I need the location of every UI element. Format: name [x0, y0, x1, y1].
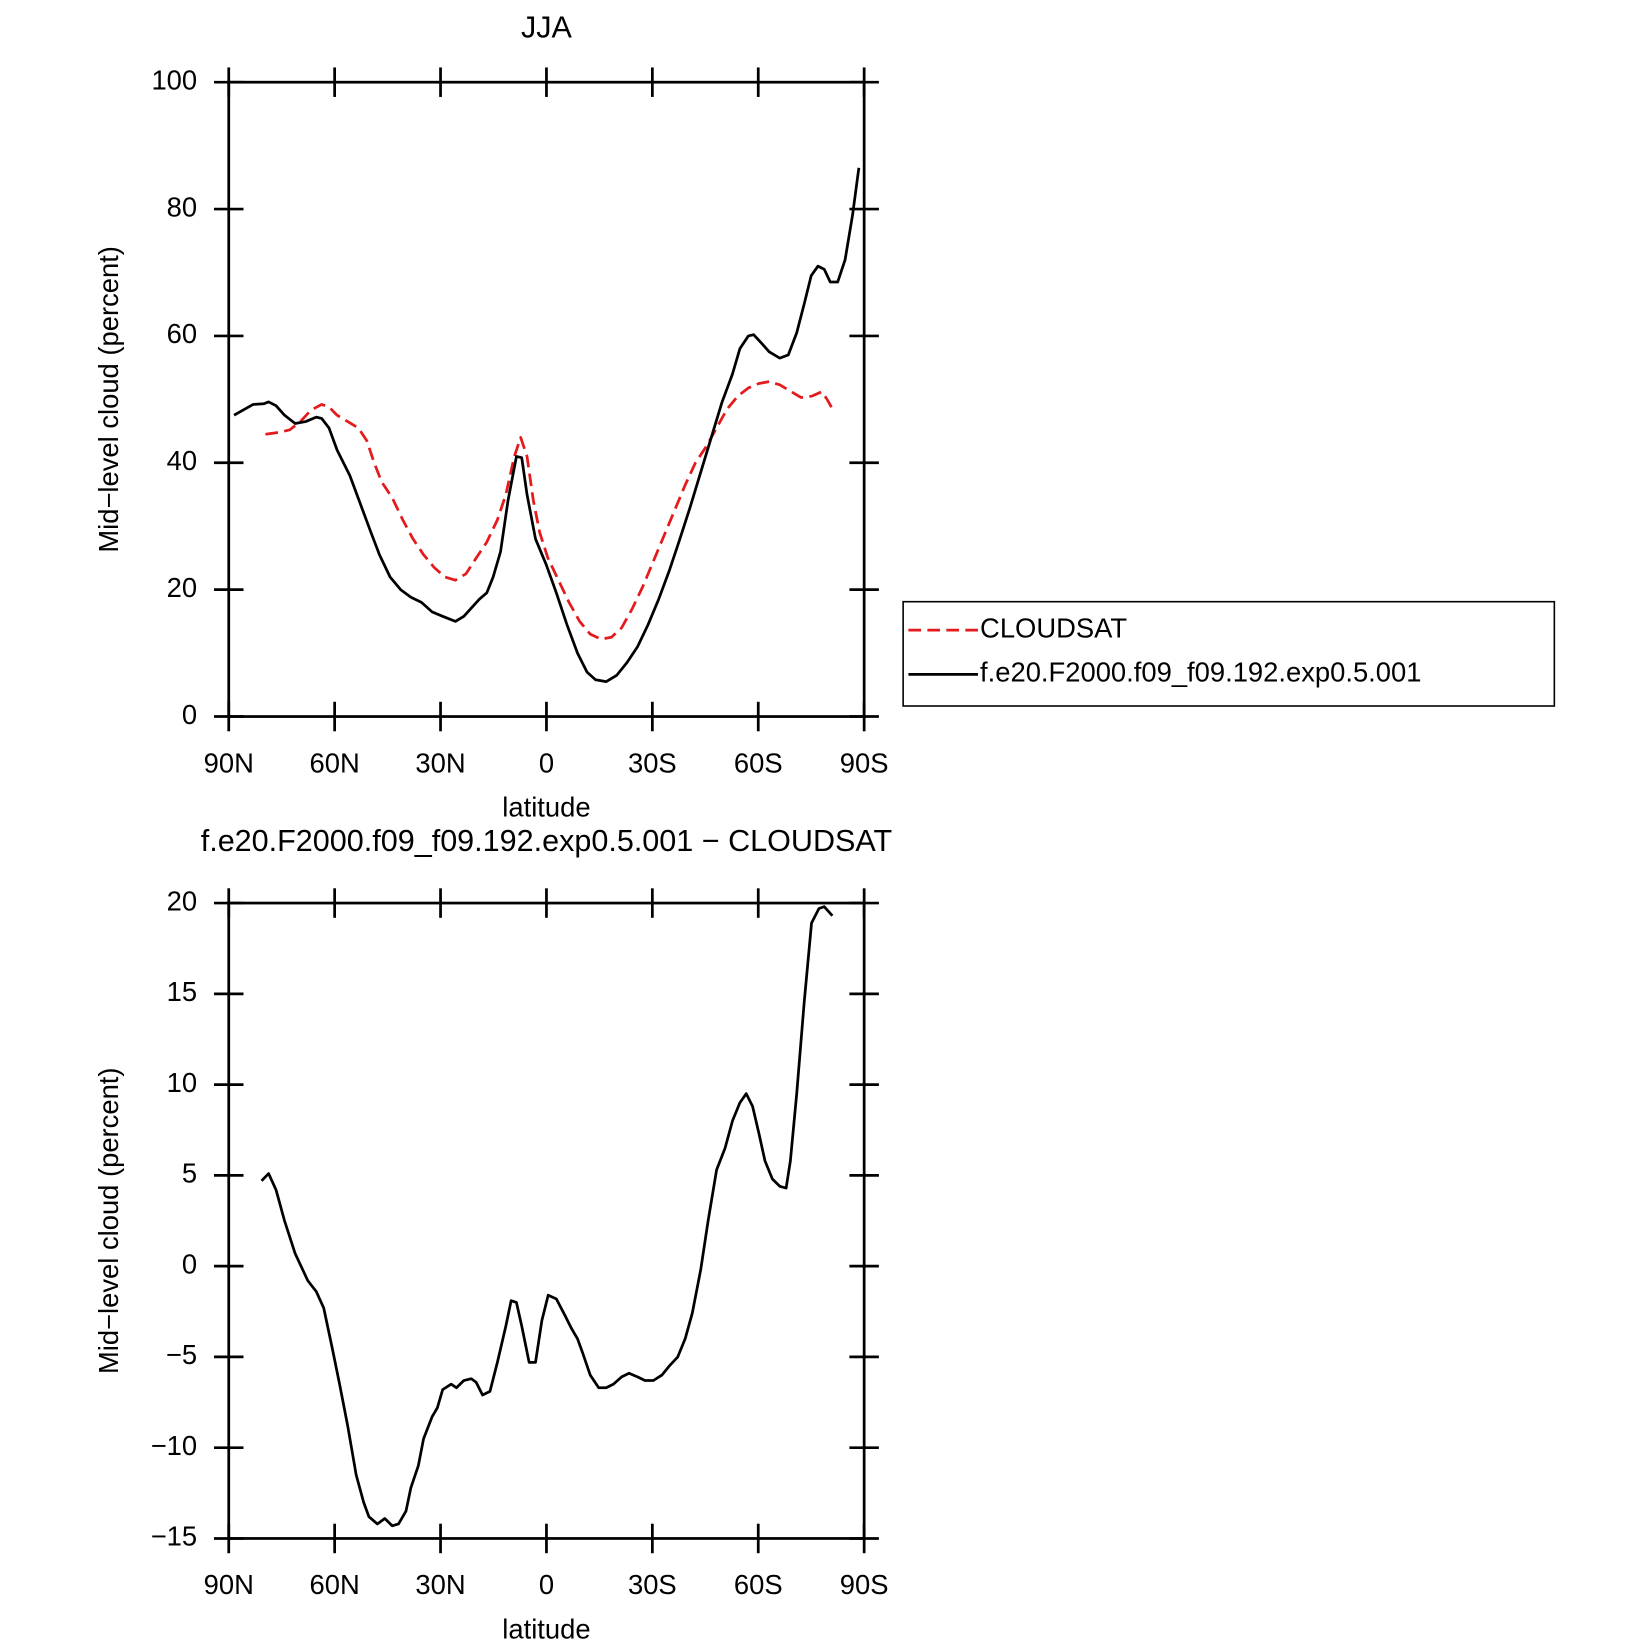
data-line — [233, 167, 861, 684]
y-tick-label: 10 — [167, 1067, 197, 1098]
x-tick-label: 60S — [734, 747, 783, 778]
x-tick-label: 0 — [539, 747, 554, 778]
x-tick-label: 30N — [415, 747, 465, 778]
plot-frame — [227, 901, 866, 1540]
y-tick-label: −15 — [151, 1521, 197, 1552]
y-tick-label: 80 — [167, 191, 197, 222]
x-tick-label: 90N — [204, 1569, 254, 1600]
x-tick-label: 30N — [415, 1569, 465, 1600]
plot-frame — [227, 80, 866, 718]
x-tick-label: 60S — [734, 1569, 783, 1600]
y-tick-label: 15 — [167, 976, 197, 1007]
y-tick-label: 40 — [167, 445, 197, 476]
x-tick-label: 30S — [628, 1569, 677, 1600]
y-tick-label: 5 — [182, 1158, 197, 1189]
legend-box — [902, 600, 1556, 707]
chart-title: f.e20.F2000.f09_f09.192.exp0.5.001 − CLO… — [201, 824, 892, 858]
legend-label: CLOUDSAT — [980, 612, 1127, 643]
data-line — [260, 905, 834, 1528]
data-line — [265, 380, 834, 641]
y-tick-label: 0 — [182, 1248, 197, 1279]
chart-title: JJA — [521, 11, 573, 45]
y-tick-label: 20 — [167, 572, 197, 603]
x-axis-label: latitude — [502, 792, 590, 823]
y-tick-label: 60 — [167, 318, 197, 349]
y-tick-label: 100 — [151, 64, 197, 95]
x-tick-label: 90N — [204, 747, 254, 778]
x-axis-label: latitude — [502, 1613, 590, 1644]
y-tick-label: −10 — [151, 1430, 197, 1461]
y-tick-label: 20 — [167, 885, 197, 916]
y-tick-label: 0 — [182, 699, 197, 730]
y-axis-label: Mid−level cloud (percent) — [93, 1067, 124, 1374]
x-tick-label: 30S — [628, 747, 677, 778]
x-tick-label: 0 — [539, 1569, 554, 1600]
y-tick-label: −5 — [166, 1339, 197, 1370]
y-axis-label: Mid−level cloud (percent) — [93, 246, 124, 553]
x-tick-label: 60N — [310, 1569, 360, 1600]
x-tick-label: 90S — [840, 747, 889, 778]
x-tick-label: 60N — [310, 747, 360, 778]
legend-label: f.e20.F2000.f09_f09.192.exp0.5.001 — [980, 657, 1421, 688]
x-tick-label: 90S — [840, 1569, 889, 1600]
